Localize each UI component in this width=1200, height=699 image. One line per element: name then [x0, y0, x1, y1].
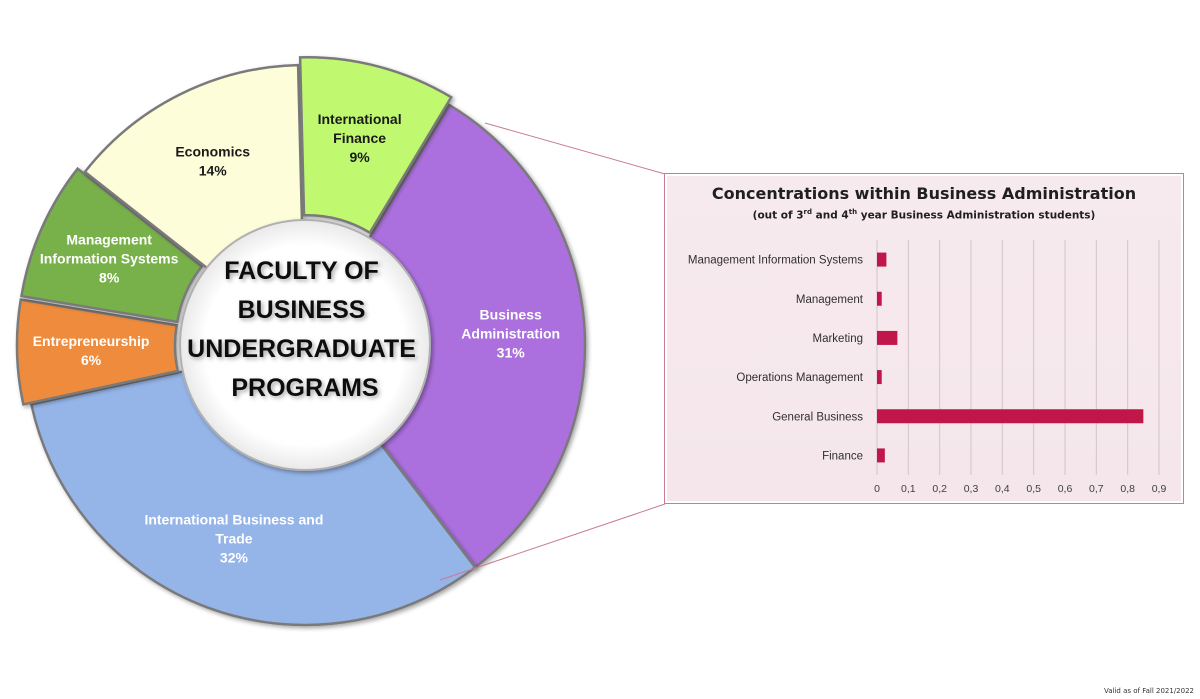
bar-category-label: Finance [822, 450, 863, 462]
bar-x-tick-label: 0,2 [932, 483, 947, 495]
donut-slice [19, 166, 204, 324]
donut-slice-label: International Business and Trade 32% [144, 511, 323, 565]
donut-slice-label: International Finance 9% [318, 111, 402, 165]
bar-x-tick-label: 0,4 [995, 483, 1010, 495]
validity-note: Valid as of Fall 2021/2022 [1103, 687, 1194, 695]
bar-x-tick-label: 0,7 [1089, 483, 1104, 495]
bar-category-label: Operations Management [736, 372, 863, 384]
bar-category-label: Management [796, 294, 864, 306]
bar-concentration [877, 252, 887, 267]
donut-slice-label: Economics 14% [175, 143, 250, 178]
donut-center-title: FACULTY OF BUSINESS UNDERGRADUATE PROGRA… [187, 257, 423, 402]
bar-category-label: General Business [772, 411, 863, 423]
bar-concentration [877, 448, 885, 463]
bar-concentration [877, 291, 882, 306]
concentrations-bar-chart: Concentrations within Business Administr… [664, 173, 1184, 504]
bar-x-tick-label: 0,9 [1152, 483, 1167, 495]
bar-category-label: Marketing [813, 333, 864, 345]
donut-slice-label: Business Administration 31% [461, 306, 560, 360]
bar-x-tick-label: 0,8 [1120, 483, 1135, 495]
bar-concentration [877, 330, 898, 345]
donut-center-hole [179, 219, 431, 471]
bar-plot-area: Management Information Systems Management… [688, 240, 1167, 495]
center-title-line: BUSINESS [238, 296, 366, 324]
bar-x-tick-label: 0,6 [1058, 483, 1073, 495]
bar-category-label: Management Information Systems [688, 255, 863, 267]
donut-slice [15, 298, 180, 406]
bar-concentration [877, 370, 882, 385]
donut-slice [298, 56, 453, 235]
bar-x-tick-label: 0,5 [1026, 483, 1041, 495]
bar-chart-subtitle: (out of 3rd and 4th year Business Admini… [752, 208, 1096, 222]
bar-x-tick-label: 0,3 [964, 483, 979, 495]
donut-slice-label: Entrepreneurship 6% [33, 333, 150, 368]
bar-x-tick-label: 0,1 [901, 483, 916, 495]
donut-slice-label: Management Information Systems 8% [40, 232, 179, 286]
center-title-line: PROGRAMS [231, 374, 378, 402]
bar-x-tick-label: 0 [874, 483, 880, 495]
center-title-line: FACULTY OF [224, 257, 379, 285]
bar-chart-title: Concentrations within Business Administr… [711, 184, 1137, 203]
center-title-line: UNDERGRADUATE [187, 335, 416, 363]
bar-concentration [877, 409, 1144, 424]
